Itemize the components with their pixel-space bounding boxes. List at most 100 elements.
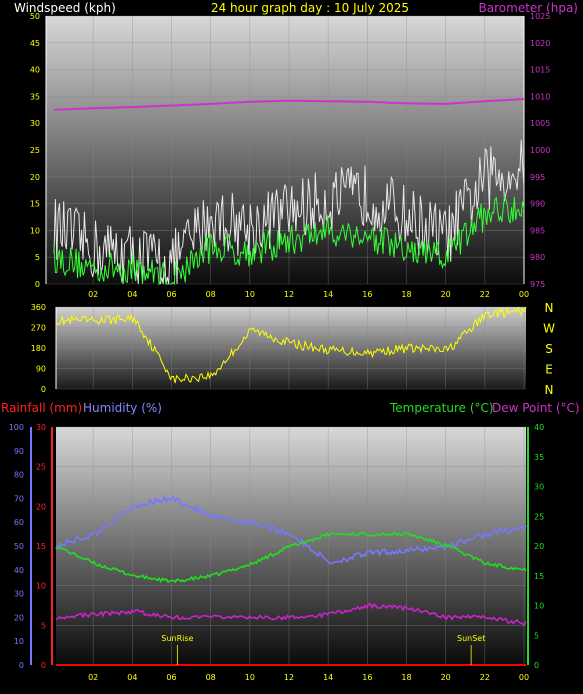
wind-ytick-label: 45 xyxy=(30,39,40,48)
barometer-ytick-label: 1000 xyxy=(530,146,550,155)
axis-labels: 0510152025303540455097598098599099510001… xyxy=(9,12,555,682)
barometer-line xyxy=(53,98,525,111)
time-tick-label-bottom: 04 xyxy=(127,673,137,682)
temperature-ytick-label: 20 xyxy=(534,542,544,551)
humidity-ytick-label: 90 xyxy=(14,447,24,456)
time-tick-label-bottom: 06 xyxy=(166,673,176,682)
time-tick-label: 06 xyxy=(166,290,176,299)
temperature-ytick-label: 35 xyxy=(534,453,544,462)
time-tick-label: 08 xyxy=(206,290,216,299)
humidity-ytick-label: 50 xyxy=(14,542,24,551)
humidity-ytick-label: 30 xyxy=(14,590,24,599)
series-lines xyxy=(53,98,527,666)
time-tick-label-bottom: 00 xyxy=(519,673,529,682)
time-tick-label-bottom: 22 xyxy=(480,673,490,682)
time-tick-label: 00 xyxy=(519,290,529,299)
temperature-ytick-label: 10 xyxy=(534,602,544,611)
time-tick-label-bottom: 02 xyxy=(88,673,98,682)
time-tick-label: 16 xyxy=(362,290,372,299)
time-tick-label: 04 xyxy=(127,290,137,299)
time-tick-label: 20 xyxy=(441,290,451,299)
humidity-ytick-label: 100 xyxy=(9,423,24,432)
wind-ytick-label: 25 xyxy=(30,146,40,155)
temperature-ytick-label: 25 xyxy=(534,512,544,521)
time-tick-label: 22 xyxy=(480,290,490,299)
barometer-ytick-label: 985 xyxy=(530,226,545,235)
wind-axis-title: Windspeed (kph) xyxy=(14,1,116,15)
time-tick-label-bottom: 20 xyxy=(441,673,451,682)
wind-average-line xyxy=(53,195,525,286)
barometer-ytick-label: 1010 xyxy=(530,92,550,101)
humidity-ytick-label: 70 xyxy=(14,494,24,503)
humidity-ytick-label: 0 xyxy=(19,661,24,670)
temperature-line xyxy=(55,531,527,584)
barometer-ytick-label: 1020 xyxy=(530,39,550,48)
time-tick-label-bottom: 14 xyxy=(323,673,333,682)
humidity-ytick-label: 80 xyxy=(14,471,24,480)
sunset-label: SunSet xyxy=(457,634,485,643)
time-tick-label-bottom: 12 xyxy=(284,673,294,682)
legend-humidity: Humidity (%) xyxy=(83,401,162,415)
direction-ytick-label: 180 xyxy=(31,344,46,353)
compass-label: S xyxy=(545,342,553,356)
legend-dewpoint: Dew Point (°C) xyxy=(492,401,580,415)
humidity-ytick-label: 40 xyxy=(14,566,24,575)
barometer-ytick-label: 975 xyxy=(530,280,545,289)
humidity-ytick-label: 10 xyxy=(14,637,24,646)
time-tick-label: 10 xyxy=(245,290,255,299)
wind-ytick-label: 20 xyxy=(30,173,40,182)
barometer-ytick-label: 1015 xyxy=(530,66,550,75)
humidity-ytick-label: 20 xyxy=(14,613,24,622)
barometer-ytick-label: 1025 xyxy=(530,12,550,21)
time-tick-label: 18 xyxy=(401,290,411,299)
temperature-ytick-label: 40 xyxy=(534,423,544,432)
legend-temperature: Temperature (°C) xyxy=(389,401,494,415)
grid-lines xyxy=(30,15,529,666)
barometer-ytick-label: 1005 xyxy=(530,119,550,128)
direction-ytick-label: 270 xyxy=(31,324,46,333)
wind-gust-line xyxy=(53,139,525,285)
time-tick-label: 14 xyxy=(323,290,333,299)
time-tick-label-bottom: 16 xyxy=(362,673,372,682)
sunrise-label: SunRise xyxy=(161,634,193,643)
barometer-ytick-label: 990 xyxy=(530,200,545,209)
rain-ytick-label: 0 xyxy=(41,661,46,670)
rain-ytick-label: 5 xyxy=(41,621,46,630)
wind-ytick-label: 10 xyxy=(30,226,40,235)
direction-ytick-label: 0 xyxy=(41,385,46,394)
barometer-ytick-label: 995 xyxy=(530,173,545,182)
compass-label: E xyxy=(545,363,553,377)
rain-ytick-label: 20 xyxy=(36,502,46,511)
direction-ytick-label: 360 xyxy=(31,303,46,312)
dewpoint-line xyxy=(55,602,527,627)
time-tick-label-bottom: 08 xyxy=(206,673,216,682)
wind-ytick-label: 0 xyxy=(35,280,40,289)
temperature-ytick-label: 5 xyxy=(534,631,539,640)
wind-ytick-label: 40 xyxy=(30,66,40,75)
wind-direction-line xyxy=(55,306,527,384)
compass-label: N xyxy=(545,301,554,315)
wind-ytick-label: 30 xyxy=(30,119,40,128)
wind-ytick-label: 35 xyxy=(30,92,40,101)
wind-ytick-label: 5 xyxy=(35,253,40,262)
direction-ytick-label: 90 xyxy=(36,365,46,374)
rain-ytick-label: 25 xyxy=(36,463,46,472)
wind-ytick-label: 15 xyxy=(30,200,40,209)
time-tick-label: 02 xyxy=(88,290,98,299)
humidity-ytick-label: 60 xyxy=(14,518,24,527)
rain-ytick-label: 30 xyxy=(36,423,46,432)
temperature-ytick-label: 30 xyxy=(534,483,544,492)
temperature-ytick-label: 15 xyxy=(534,572,544,581)
compass-label: N xyxy=(545,383,554,397)
rain-ytick-label: 15 xyxy=(36,542,46,551)
temperature-ytick-label: 0 xyxy=(534,661,539,670)
wind-ytick-label: 50 xyxy=(30,12,40,21)
barometer-ytick-label: 980 xyxy=(530,253,545,262)
time-tick-label-bottom: 18 xyxy=(401,673,411,682)
time-tick-label: 12 xyxy=(284,290,294,299)
compass-label: W xyxy=(543,322,555,336)
rain-ytick-label: 10 xyxy=(36,582,46,591)
barometer-axis-title: Barometer (hpa) xyxy=(479,1,578,15)
